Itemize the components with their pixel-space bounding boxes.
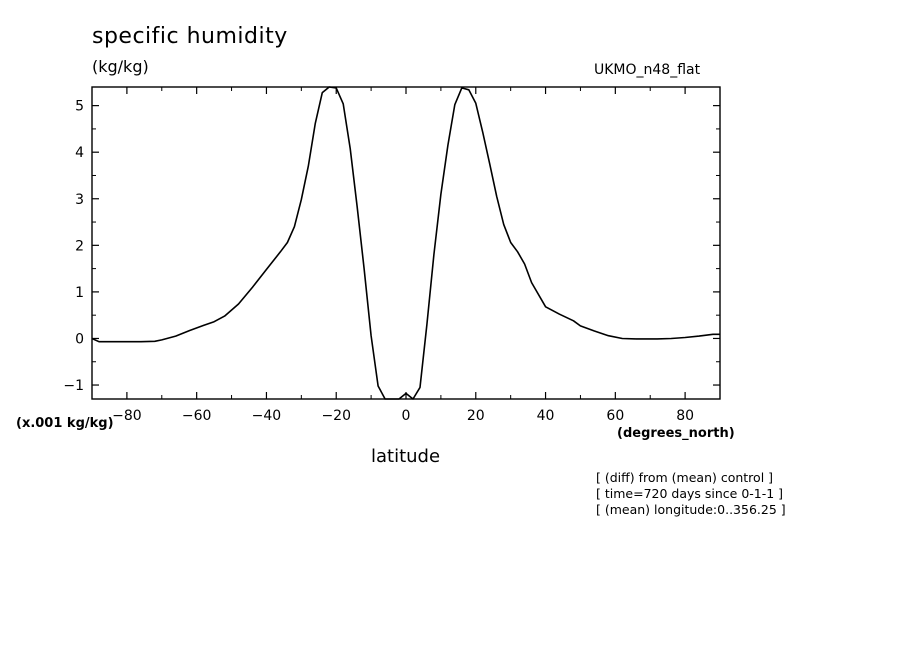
x-tick-label: 0	[402, 408, 411, 424]
y-tick-label: 0	[75, 331, 84, 347]
x-axis-units: (degrees_north)	[617, 426, 735, 441]
x-tick-label: 20	[467, 408, 485, 424]
x-axis-label: latitude	[371, 446, 441, 467]
y-tick-label: 1	[75, 285, 84, 301]
x-tick-label: 60	[606, 408, 624, 424]
x-tick-label: −60	[182, 408, 212, 424]
y-tick-label: 4	[75, 145, 84, 161]
x-tick-label: 40	[537, 408, 555, 424]
note-diff: [ (diff) from (mean) control ]	[596, 470, 774, 485]
model-label: UKMO_n48_flat	[594, 62, 701, 78]
chart-title: specific humidity	[92, 24, 288, 49]
note-time: [ time=720 days since 0-1-1 ]	[596, 486, 784, 501]
plot-frame	[91, 86, 721, 400]
tick-labels: −80 −60 −40 −20 0 20 40 60 80 −1 0 1 2 3 4 5	[63, 99, 694, 424]
x-tick-label: −40	[252, 408, 282, 424]
y-tick-label: −1	[63, 378, 84, 394]
y-tick-label: 2	[75, 238, 84, 254]
series-line	[91, 86, 720, 400]
y-axis-units: (kg/kg)	[92, 57, 149, 76]
y-tick-label: 5	[75, 99, 84, 115]
note-longitude: [ (mean) longitude:0..356.25 ]	[596, 502, 786, 517]
x-tick-label: 80	[676, 408, 694, 424]
scale-note: (x.001 kg/kg)	[16, 416, 114, 431]
axis-ticks	[91, 87, 721, 399]
x-tick-label: −20	[321, 408, 351, 424]
x-tick-label: −80	[112, 408, 142, 424]
y-tick-label: 3	[75, 192, 84, 208]
